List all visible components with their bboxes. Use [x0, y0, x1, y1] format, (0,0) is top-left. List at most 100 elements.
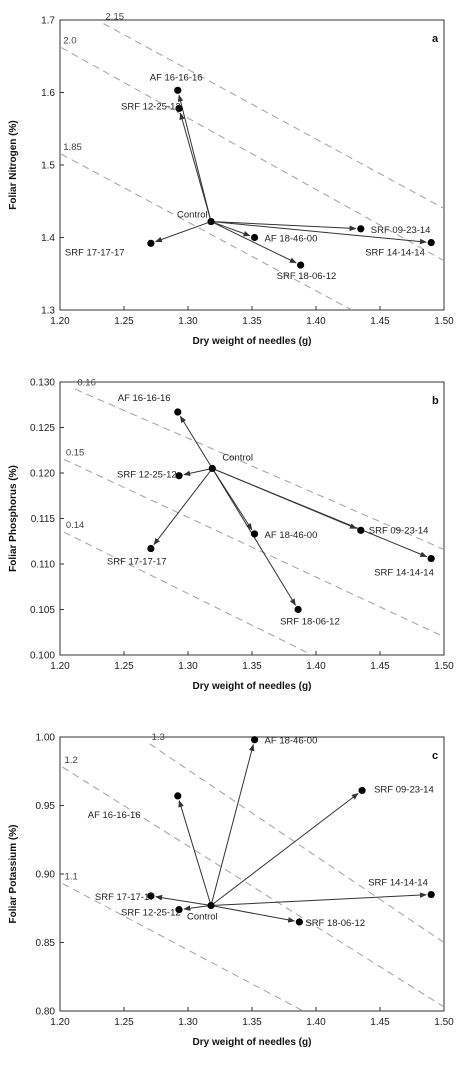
- point-label-af-16-16-16: AF 16-16-16: [118, 393, 171, 404]
- point-label-srf-18-06-12: SRF 18-06-12: [305, 918, 365, 929]
- data-point-srf-12-25-12: [175, 104, 183, 113]
- data-point-srf-09-23-14: [357, 526, 365, 534]
- arrow-to-af-16-16-16: [179, 415, 213, 469]
- x-tick-label: 1.30: [178, 1017, 198, 1028]
- x-tick-label: 1.45: [370, 661, 390, 672]
- isoline-1-85: [61, 153, 353, 310]
- y-tick-label: 1.7: [41, 16, 55, 27]
- y-tick-label: 1.3: [41, 306, 55, 317]
- data-point-af-16-16-16: [174, 86, 182, 94]
- y-tick-label: 0.90: [36, 870, 56, 881]
- arrow-to-srf-14-14-14: [212, 467, 428, 558]
- x-tick-label: 1.40: [306, 1017, 326, 1028]
- point-label-af-18-46-00: AF 18-46-00: [265, 530, 318, 541]
- x-axis-title: Dry weight of needles (g): [193, 1037, 312, 1048]
- data-point-srf-14-14-14: [427, 238, 435, 247]
- point-label-srf-09-23-14: SRF 09-23-14: [369, 525, 429, 536]
- isoline-0-15: [63, 458, 444, 638]
- point-label-srf-18-06-12: SRF 18-06-12: [280, 617, 340, 628]
- point-label-srf-09-23-14: SRF 09-23-14: [374, 784, 434, 795]
- point-label-af-18-46-00: AF 18-46-00: [265, 736, 318, 747]
- arrow-to-srf-14-14-14: [211, 892, 427, 907]
- y-axis-title: Foliar Phosphorus (%): [8, 465, 19, 572]
- isoline-0-14: [63, 531, 313, 655]
- data-point-srf-09-23-14: [358, 786, 366, 795]
- y-tick-label: 0.110: [31, 560, 56, 571]
- x-tick-label: 1.25: [114, 316, 134, 327]
- x-tick-label: 1.20: [50, 1017, 70, 1028]
- data-point-srf-17-17-17: [147, 892, 155, 900]
- point-label-srf-14-14-14: SRF 14-14-14: [365, 248, 425, 259]
- y-tick-label: 0.80: [36, 1007, 56, 1018]
- point-label-af-16-16-16: AF 16-16-16: [150, 72, 203, 83]
- arrow-to-srf-18-06-12: [210, 221, 297, 264]
- arrow-to-srf-09-23-14: [211, 221, 357, 232]
- y-tick-label: 0.85: [36, 938, 56, 949]
- point-label-srf-17-17-17: SRF 17-17-17: [107, 557, 167, 568]
- point-label-srf-12-25-12: SRF 12-25-12: [117, 470, 177, 481]
- point-label-srf-09-23-14: SRF 09-23-14: [371, 225, 431, 236]
- isoline-label-1-85: 1.85: [63, 142, 82, 153]
- y-tick-label: 0.100: [30, 651, 55, 662]
- isoline-label-1-3: 1.3: [152, 732, 165, 743]
- y-tick-label: 0.125: [30, 423, 55, 434]
- data-point-af-18-46-00: [250, 736, 259, 744]
- isoline-1-2: [62, 766, 444, 1008]
- x-tick-label: 1.50: [434, 316, 454, 327]
- arrow-to-srf-12-25-12: [183, 905, 212, 911]
- x-tick-label: 1.20: [50, 316, 70, 327]
- data-point-af-16-16-16: [174, 792, 182, 800]
- panel-letter: c: [432, 750, 438, 762]
- y-tick-label: 1.5: [41, 161, 55, 172]
- data-point-control: [208, 464, 216, 473]
- arrow-to-af-18-46-00: [210, 743, 255, 906]
- arrow-to-af-16-16-16: [177, 94, 212, 222]
- point-label-srf-17-17-17: SRF 17-17-17: [65, 247, 125, 258]
- data-point-srf-12-25-12: [175, 906, 183, 914]
- plot-frame: [59, 381, 445, 656]
- y-tick-label: 0.95: [36, 801, 56, 812]
- isoline-label-0-16: 0.16: [77, 377, 96, 388]
- data-point-srf-14-14-14: [427, 554, 435, 563]
- chart-panel-b: 0.16 0.15 0.14 1.20 1.25 1.30 1.35 1.40 1.45 1.50…: [8, 377, 454, 692]
- isoline-label-2-15: 2.15: [106, 12, 125, 23]
- x-axis-title: Dry weight of needles (g): [193, 681, 312, 692]
- x-tick-label: 1.45: [370, 1017, 390, 1028]
- arrow-to-srf-12-25-12: [183, 467, 213, 477]
- y-tick-label: 0.115: [31, 514, 56, 525]
- isoline-2-15: [103, 23, 444, 209]
- arrow-to-srf-17-17-17: [155, 894, 212, 907]
- x-tick-label: 1.35: [242, 316, 262, 327]
- x-tick-label: 1.45: [370, 316, 390, 327]
- data-point-control: [207, 901, 215, 910]
- isoline-group: [62, 743, 444, 1011]
- point-label-srf-17-17-17: SRF 17-17-17: [95, 892, 155, 903]
- y-tick-label: 1.6: [41, 88, 55, 99]
- isoline-group: [63, 388, 444, 655]
- y-tick-label: 1.4: [41, 233, 55, 244]
- arrow-to-srf-17-17-17: [154, 221, 212, 243]
- arrow-to-srf-12-25-12: [179, 112, 212, 222]
- x-tick-label: 1.25: [114, 661, 134, 672]
- isoline-label-0-14: 0.14: [66, 520, 85, 531]
- x-tick-label: 1.25: [114, 1017, 134, 1028]
- x-tick-label: 1.30: [178, 316, 198, 327]
- data-point-srf-17-17-17: [147, 544, 155, 553]
- isoline-1-1: [62, 883, 304, 1011]
- data-point-srf-18-06-12: [297, 261, 305, 269]
- point-label-srf-12-25-12: SRF 12-25-12: [121, 101, 181, 112]
- arrow-to-af-18-46-00: [210, 221, 251, 237]
- isoline-group: [61, 23, 444, 310]
- data-point-control: [207, 217, 215, 226]
- x-tick-label: 1.50: [434, 661, 454, 672]
- arrow-to-srf-18-06-12: [210, 905, 296, 923]
- data-point-af-18-46-00: [250, 233, 259, 242]
- arrow-to-srf-17-17-17: [153, 468, 213, 546]
- arrow-to-srf-14-14-14: [210, 221, 427, 245]
- panel-letter: b: [432, 395, 439, 407]
- point-label-af-16-16-16: AF 16-16-16: [88, 810, 141, 821]
- point-label-srf-14-14-14: SRF 14-14-14: [368, 878, 428, 889]
- data-point-srf-17-17-17: [147, 239, 155, 247]
- isoline-0-16: [75, 388, 444, 550]
- x-tick-label: 1.30: [178, 661, 198, 672]
